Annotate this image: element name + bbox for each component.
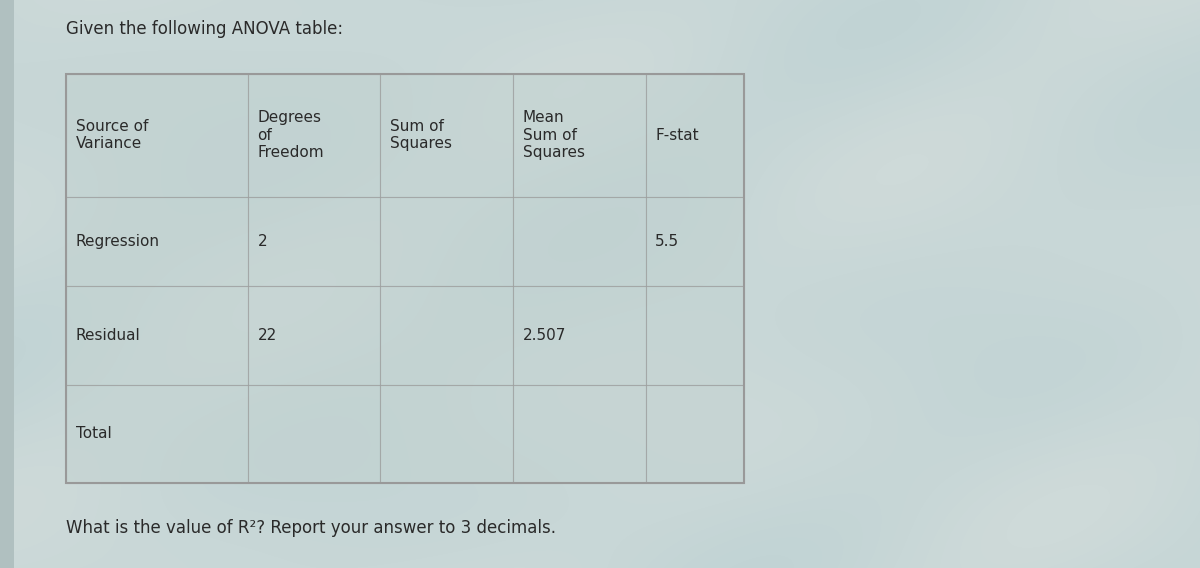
- Bar: [247, 286, 380, 385]
- Text: 22: 22: [257, 328, 277, 343]
- Bar: [0, 0, 14, 568]
- Bar: [646, 385, 744, 483]
- Text: 2: 2: [257, 234, 268, 249]
- Bar: [646, 74, 744, 197]
- Bar: [66, 74, 744, 483]
- Text: Given the following ANOVA table:: Given the following ANOVA table:: [66, 20, 343, 38]
- Bar: [247, 74, 380, 197]
- Text: F-stat: F-stat: [655, 128, 698, 143]
- Bar: [646, 197, 744, 286]
- Bar: [514, 385, 646, 483]
- Bar: [380, 74, 514, 197]
- Text: 2.507: 2.507: [523, 328, 566, 343]
- Bar: [380, 286, 514, 385]
- Text: Regression: Regression: [76, 234, 160, 249]
- Text: What is the value of R²? Report your answer to 3 decimals.: What is the value of R²? Report your ans…: [66, 519, 556, 537]
- Text: 5.5: 5.5: [655, 234, 679, 249]
- Text: Mean
Sum of
Squares: Mean Sum of Squares: [523, 110, 584, 160]
- Text: Degrees
of
Freedom: Degrees of Freedom: [257, 110, 324, 160]
- Bar: [646, 286, 744, 385]
- Bar: [380, 385, 514, 483]
- Bar: [66, 74, 247, 197]
- Bar: [66, 286, 247, 385]
- Text: Total: Total: [76, 426, 112, 441]
- Bar: [380, 197, 514, 286]
- Bar: [66, 197, 247, 286]
- Text: Sum of
Squares: Sum of Squares: [390, 119, 452, 152]
- Bar: [514, 74, 646, 197]
- Bar: [514, 197, 646, 286]
- Bar: [66, 385, 247, 483]
- Text: Residual: Residual: [76, 328, 140, 343]
- Text: Source of
Variance: Source of Variance: [76, 119, 148, 152]
- Bar: [247, 385, 380, 483]
- Bar: [514, 286, 646, 385]
- Bar: [247, 197, 380, 286]
